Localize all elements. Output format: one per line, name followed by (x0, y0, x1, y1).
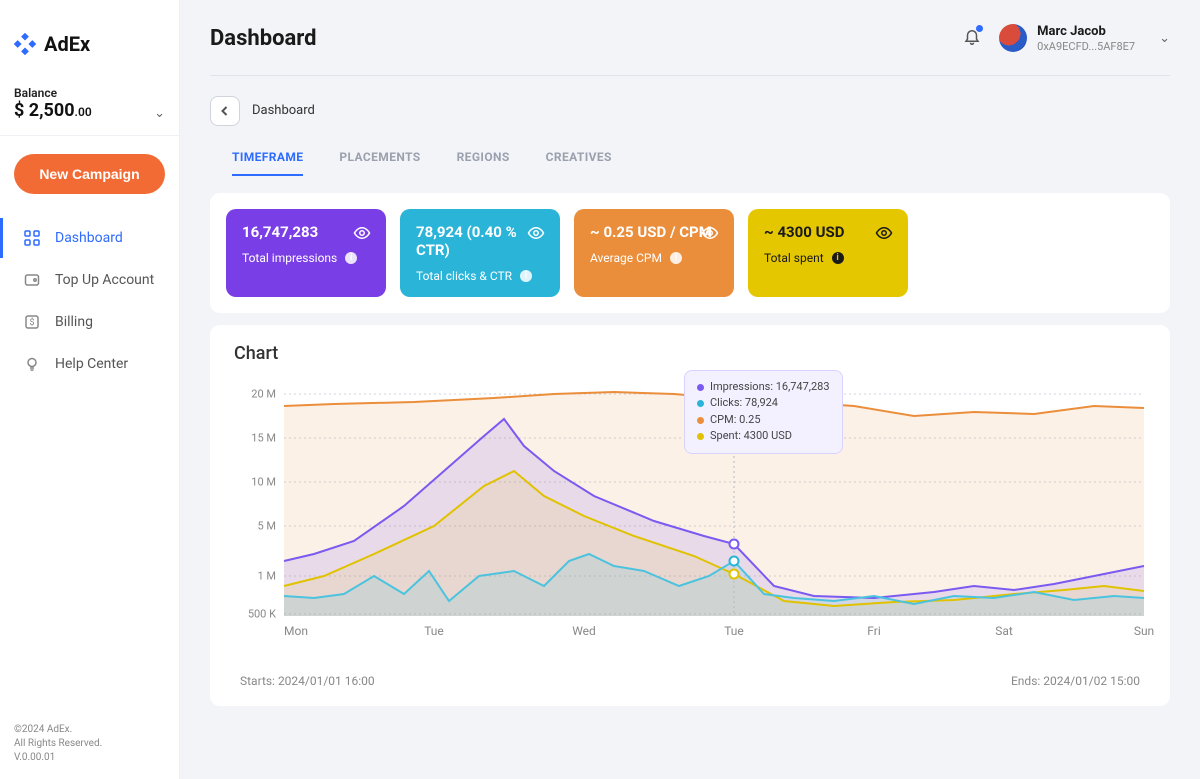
balance-widget[interactable]: Balance $ 2,500.00 ⌄ (0, 80, 179, 136)
kpi-label: Total impressions i (242, 251, 370, 265)
notifications-button[interactable] (963, 27, 981, 49)
info-icon: i (520, 270, 532, 282)
user-address: 0xA9ECFD...5AF8E7 (1037, 40, 1135, 53)
new-campaign-button[interactable]: New Campaign (14, 154, 165, 194)
info-icon: i (345, 252, 357, 264)
user-name: Marc Jacob (1037, 24, 1135, 40)
tab-timeframe[interactable]: TIMEFRAME (232, 144, 303, 176)
chart-area: 20 M15 M10 M5 M1 M500 KMonTueWedTueFriSa… (234, 376, 1146, 666)
eye-icon (700, 223, 720, 243)
kpi-value: ~ 0.25 USD / CPM (590, 223, 718, 241)
kpi-panel: 16,747,283 Total impressions i 78,924 (0.4… (210, 193, 1170, 313)
tab-placements[interactable]: PLACEMENTS (339, 144, 420, 176)
tab-creatives[interactable]: CREATIVES (546, 144, 612, 176)
brand-logo[interactable]: AdEx (0, 0, 179, 80)
balance-label: Balance (14, 86, 92, 100)
brand-name: AdEx (44, 32, 90, 56)
topbar: Dashboard Marc Jacob 0xA9ECFD...5AF8E7 ⌄ (210, 24, 1170, 76)
sidebar-footer: ©2024 AdEx. All Rights Reserved. V.0.00.… (0, 709, 179, 779)
svg-text:$: $ (29, 317, 34, 328)
sidebar-item-label: Help Center (55, 356, 128, 372)
kpi-value: 78,924 (0.40 % CTR) (416, 223, 544, 259)
eye-icon (874, 223, 894, 243)
chevron-down-icon: ⌄ (1159, 31, 1170, 46)
billing-icon: $ (23, 313, 41, 331)
balance-amount: $ 2,500.00 (14, 100, 92, 121)
sidebar-item-label: Dashboard (55, 230, 123, 246)
bulb-icon (23, 355, 41, 373)
kpi-cpm[interactable]: ~ 0.25 USD / CPM Average CPM i (574, 209, 734, 297)
chart-title: Chart (234, 343, 1146, 364)
sidebar-item-dashboard[interactable]: Dashboard (0, 218, 179, 258)
breadcrumb: Dashboard (210, 76, 1170, 136)
chevron-down-icon: ⌄ (154, 106, 165, 121)
tabs: TIMEFRAME PLACEMENTS REGIONS CREATIVES (210, 136, 1170, 177)
kpi-label: Total spent i (764, 251, 892, 265)
chart-tooltip: Impressions: 16,747,283Clicks: 78,924CPM… (684, 370, 843, 454)
wallet-icon (23, 271, 41, 289)
main-content: Dashboard Marc Jacob 0xA9ECFD...5AF8E7 ⌄ (180, 0, 1200, 779)
kpi-label: Total clicks & CTR i (416, 269, 544, 283)
kpi-value: 16,747,283 (242, 223, 370, 241)
eye-icon (526, 223, 546, 243)
kpi-value: ~ 4300 USD (764, 223, 892, 241)
kpi-clicks[interactable]: 78,924 (0.40 % CTR) Total clicks & CTR i (400, 209, 560, 297)
sidebar-item-label: Billing (55, 314, 93, 330)
sidebar: AdEx Balance $ 2,500.00 ⌄ New Campaign D… (0, 0, 180, 779)
sidebar-item-help[interactable]: Help Center (0, 344, 179, 384)
sidebar-item-label: Top Up Account (55, 272, 154, 288)
kpi-label: Average CPM i (590, 251, 718, 265)
info-icon: i (670, 252, 682, 264)
user-menu[interactable]: Marc Jacob 0xA9ECFD...5AF8E7 ⌄ (999, 24, 1170, 53)
kpi-spent[interactable]: ~ 4300 USD Total spent i (748, 209, 908, 297)
sidebar-nav: Dashboard Top Up Account $ Billing Help … (0, 218, 179, 384)
brand-logo-icon (14, 33, 36, 55)
sidebar-item-topup[interactable]: Top Up Account (0, 260, 179, 300)
grid-icon (23, 229, 41, 247)
tab-regions[interactable]: REGIONS (457, 144, 510, 176)
sidebar-item-billing[interactable]: $ Billing (0, 302, 179, 342)
chart-card: Chart 20 M15 M10 M5 M1 M500 KMonTueWedTu… (210, 325, 1170, 706)
notification-dot-icon (976, 25, 983, 32)
chart-ends: Ends: 2024/01/02 15:00 (1011, 674, 1140, 688)
eye-icon (352, 223, 372, 243)
avatar (999, 24, 1027, 52)
kpi-impressions[interactable]: 16,747,283 Total impressions i (226, 209, 386, 297)
page-title: Dashboard (210, 26, 317, 51)
chart-starts: Starts: 2024/01/01 16:00 (240, 674, 375, 688)
breadcrumb-label: Dashboard (252, 103, 315, 118)
info-icon: i (832, 252, 844, 264)
back-button[interactable] (210, 96, 240, 126)
